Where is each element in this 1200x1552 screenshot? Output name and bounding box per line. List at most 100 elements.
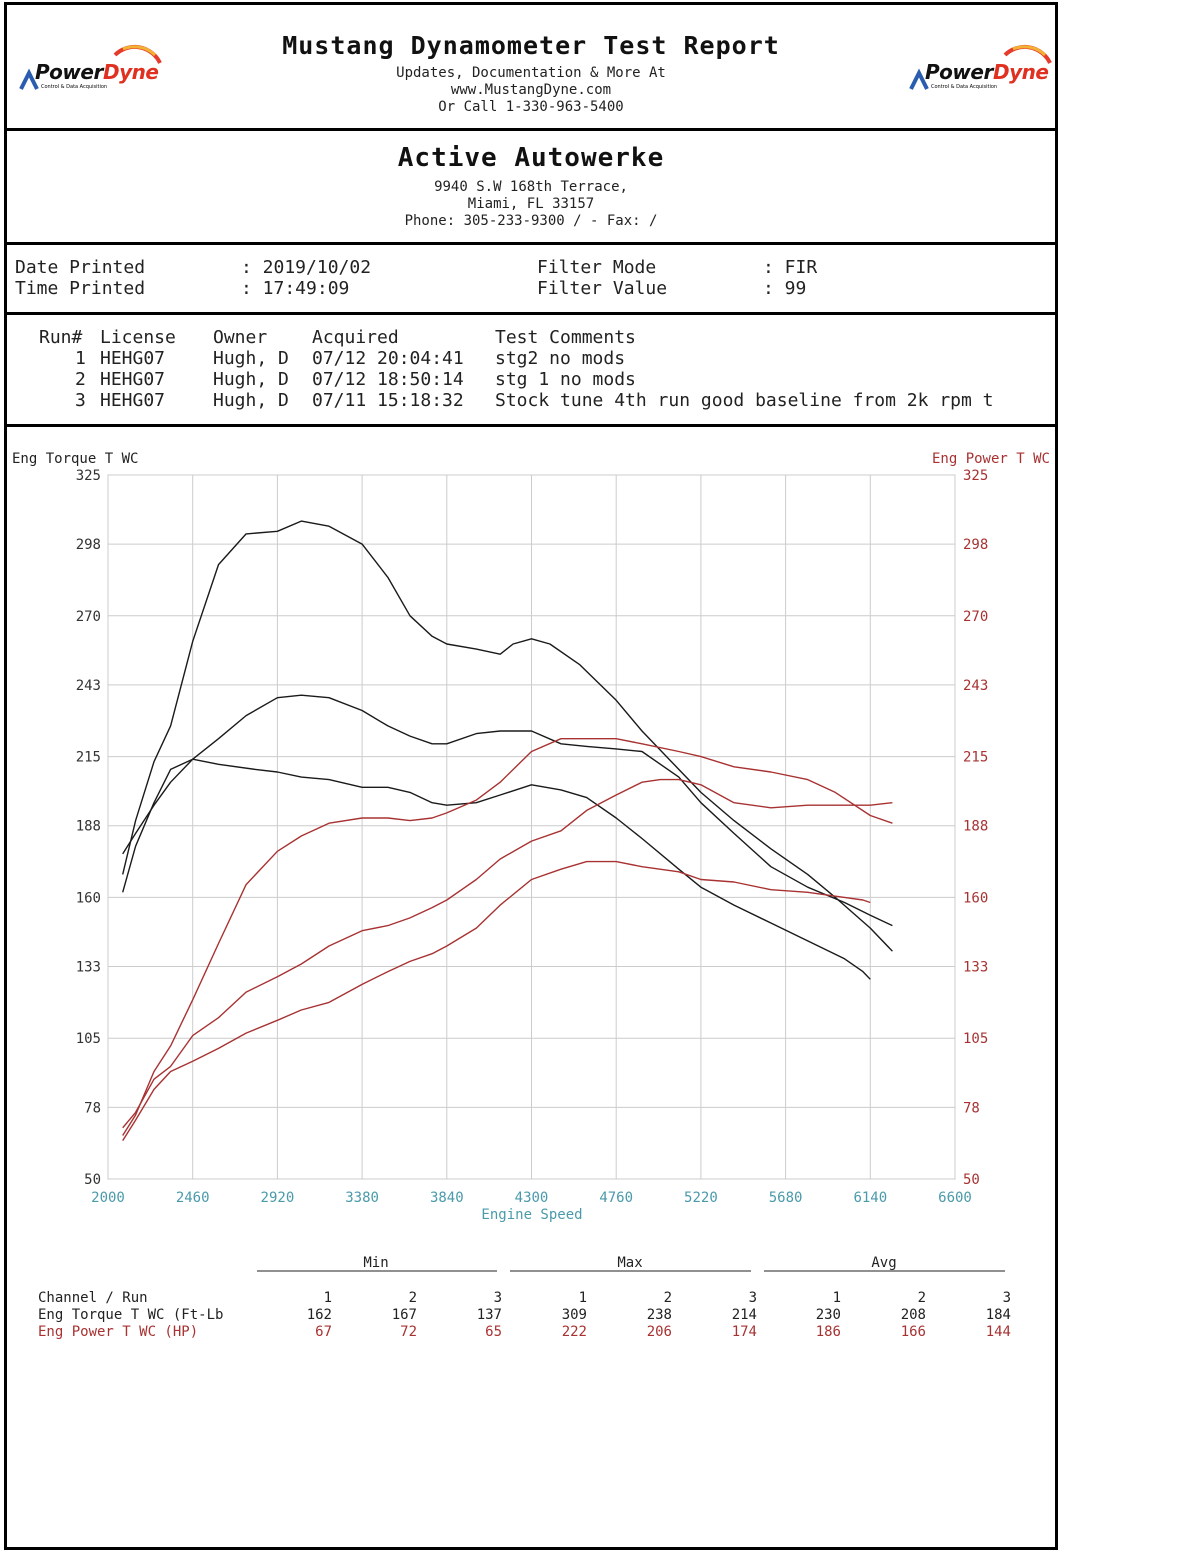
torque-run-1-line <box>122 520 893 952</box>
y-tick-label-left: 298 <box>76 537 101 553</box>
torque-run-2-line <box>122 694 893 927</box>
stats-value: 137 <box>477 1307 502 1323</box>
run-3-license: HEHG07 <box>100 390 166 411</box>
powerdyne-logo-left: Power Dyne Control & Data Acquisition <box>15 37 175 97</box>
y-tick-label-right: 325 <box>963 468 988 484</box>
logo-subtitle: Control & Data Acquisition <box>931 84 997 90</box>
right-axis-label: Eng Power T WC <box>932 451 1050 467</box>
y-tick-label-right: 270 <box>963 609 988 625</box>
y-tick-label-right: 78 <box>963 1100 980 1116</box>
y-tick-label-left: 105 <box>76 1031 101 1047</box>
run-2-owner: Hugh, D <box>213 369 289 390</box>
powerdyne-logo-icon: Power Dyne Control & Data Acquisition <box>19 44 162 90</box>
stats-value: 214 <box>732 1307 757 1323</box>
torque-run-3-line <box>122 758 871 980</box>
left-axis-label: Eng Torque T WC <box>12 451 138 467</box>
stats-value: 206 <box>647 1324 672 1340</box>
y-tick-label-left: 50 <box>84 1172 101 1188</box>
power-run-1-line <box>122 738 893 1136</box>
stats-run-header: 3 <box>1003 1290 1011 1306</box>
run-2-license: HEHG07 <box>100 369 166 390</box>
x-axis-label: Engine Speed <box>481 1207 582 1223</box>
x-tick-label: 6140 <box>853 1190 887 1206</box>
stats-value: 162 <box>307 1307 332 1323</box>
power-run-3-line <box>122 860 871 1141</box>
y-tick-label-left: 325 <box>76 468 101 484</box>
date-printed-value: : 2019/10/02 <box>241 257 372 278</box>
stats-run-headers: 1 2 3 1 2 3 1 2 3 <box>324 1290 1011 1306</box>
run-3-owner: Hugh, D <box>213 390 289 411</box>
x-tick-label: 4760 <box>599 1190 633 1206</box>
logo-subtitle: Control & Data Acquisition <box>41 84 107 90</box>
stats-run-header: 1 <box>833 1290 841 1306</box>
runs-table: Run# License Owner Acquired Test Comment… <box>7 315 1055 427</box>
y-tick-label-right: 160 <box>963 890 988 906</box>
stats-value: 230 <box>816 1307 841 1323</box>
stats-run-header: 1 <box>324 1290 332 1306</box>
stats-value: 174 <box>732 1324 757 1340</box>
x-tick-label: 5680 <box>769 1190 803 1206</box>
stats-value: 167 <box>392 1307 417 1323</box>
stats-value: 65 <box>485 1324 502 1340</box>
stats-group-max: Max <box>617 1255 642 1271</box>
y-tick-label-right: 188 <box>963 819 988 835</box>
run-1-owner: Hugh, D <box>213 348 289 369</box>
filter-mode-label: Filter Mode <box>537 257 657 278</box>
runs-header-comments: Test Comments <box>495 327 636 348</box>
power-run-2-line <box>122 778 893 1129</box>
y-tick-label-right: 215 <box>963 750 988 766</box>
stats-value: 309 <box>562 1307 587 1323</box>
y-tick-label-right: 50 <box>963 1172 980 1188</box>
header-line-updates: Updates, Documentation & More At <box>396 65 666 81</box>
shop-name: Active Autowerke <box>397 143 665 173</box>
stats-group-min: Min <box>363 1255 388 1271</box>
x-tick-label: 3380 <box>345 1190 379 1206</box>
chart-grid <box>107 474 956 1180</box>
stats-channel-header: Channel / Run <box>38 1290 148 1306</box>
y-tick-label-left: 215 <box>76 750 101 766</box>
stats-row-torque-label: Eng Torque T WC (Ft-Lb <box>38 1307 223 1323</box>
y-tick-label-right: 298 <box>963 537 988 553</box>
x-tick-label: 2460 <box>176 1190 210 1206</box>
run-2-acquired: 07/12 18:50:14 <box>312 369 464 390</box>
runs-header-acquired: Acquired <box>312 327 399 348</box>
stats-run-header: 3 <box>494 1290 502 1306</box>
y-tick-label-right: 105 <box>963 1031 988 1047</box>
chart-ticks: 2000 2460 2920 3380 3840 4300 4760 5220 5680 6140… <box>76 468 989 1206</box>
run-3-comment: Stock tune 4th run good baseline from 2k… <box>495 390 994 411</box>
x-tick-label: 5220 <box>684 1190 718 1206</box>
runs-header-run: Run# <box>39 327 83 348</box>
run-1-license: HEHG07 <box>100 348 166 369</box>
report-title: Mustang Dynamometer Test Report <box>282 31 780 60</box>
print-info: Date Printed : 2019/10/02 Time Printed :… <box>7 245 1055 315</box>
stats-value: 144 <box>986 1324 1011 1340</box>
run-2-comment: stg 1 no mods <box>495 369 636 390</box>
y-tick-label-right: 133 <box>963 960 988 976</box>
logo-text-dyne: Dyne <box>993 60 1048 84</box>
run-3-number: 3 <box>75 390 86 411</box>
shop-address2: Miami, FL 33157 <box>467 196 595 212</box>
stats-row-torque: 162 167 137 309 238 214 230 208 184 <box>307 1307 1011 1323</box>
x-tick-label: 3840 <box>430 1190 464 1206</box>
stats-value: 208 <box>901 1307 926 1323</box>
y-tick-label-left: 270 <box>76 609 101 625</box>
stats-run-header: 2 <box>409 1290 417 1306</box>
runs-header-owner: Owner <box>213 327 268 348</box>
stats-value: 222 <box>562 1324 587 1340</box>
run-3-acquired: 07/11 15:18:32 <box>312 390 464 411</box>
dyno-chart: Eng Torque T WC Eng Power T WC Engine Sp… <box>12 451 1050 1223</box>
header-line-website: www.MustangDyne.com <box>450 82 612 98</box>
stats-value: 72 <box>400 1324 417 1340</box>
powerdyne-logo-icon: Power Dyne Control & Data Acquisition <box>909 44 1052 90</box>
report-page: Power Dyne Control & Data Acquisition Po… <box>4 2 1058 1550</box>
shop-info: Active Autowerke 9940 S.W 168th Terrace,… <box>7 131 1055 245</box>
x-tick-label: 6600 <box>938 1190 972 1206</box>
logo-text-dyne: Dyne <box>103 60 158 84</box>
stats-group-avg: Avg <box>871 1255 896 1271</box>
stats-run-header: 2 <box>918 1290 926 1306</box>
stats-value: 238 <box>647 1307 672 1323</box>
x-tick-label: 2000 <box>91 1190 125 1206</box>
y-tick-label-left: 133 <box>76 960 101 976</box>
stats-table: Min Max Avg Channel / Run 1 2 3 1 2 3 1 2 3 Eng … <box>38 1255 1011 1340</box>
y-tick-label-left: 78 <box>84 1100 101 1116</box>
